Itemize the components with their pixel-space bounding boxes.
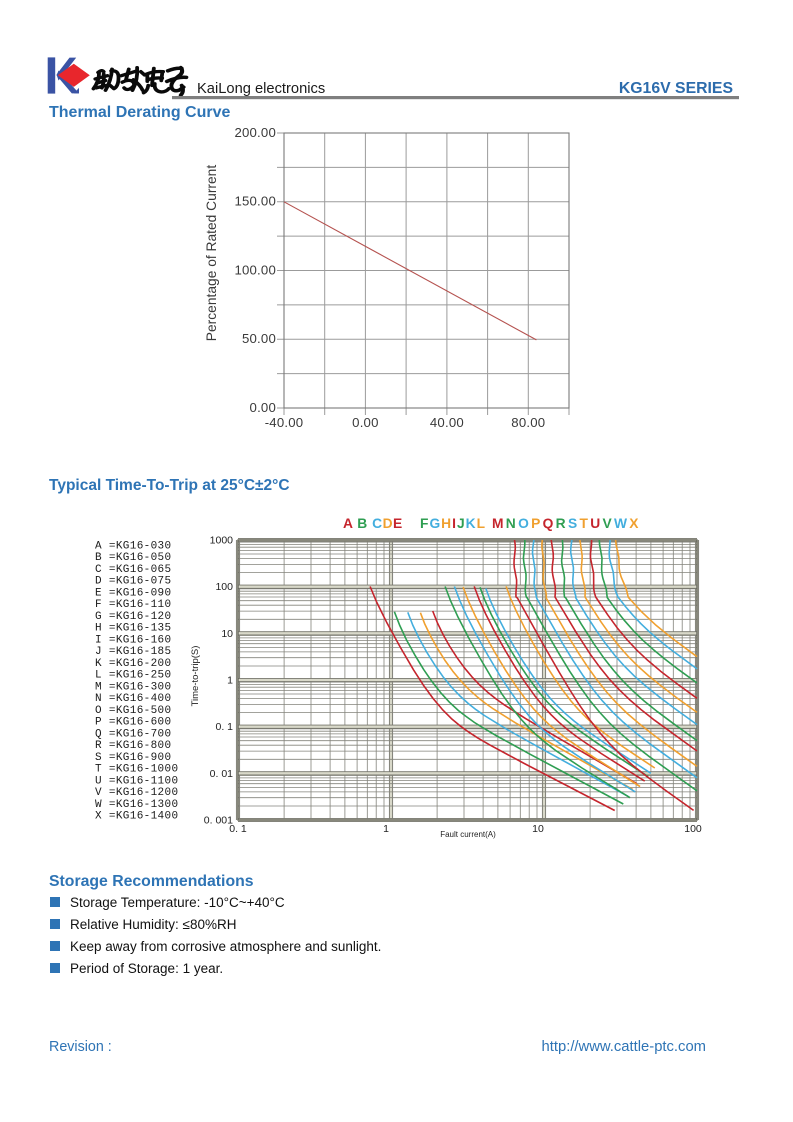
svg-text:150.00: 150.00 (234, 194, 276, 209)
svg-text:http://www.cattle-ptc.com: http://www.cattle-ptc.com (542, 1039, 706, 1055)
svg-text:100: 100 (684, 823, 702, 835)
svg-text:10: 10 (221, 628, 233, 640)
svg-text:10: 10 (532, 823, 544, 835)
svg-text:O =KG16-500: O =KG16-500 (95, 705, 171, 717)
svg-text:Thermal Derating Curve: Thermal Derating Curve (49, 104, 230, 121)
svg-text:Period of Storage: 1 year.: Period of Storage: 1 year. (70, 961, 223, 976)
svg-text:K =KG16-200: K =KG16-200 (95, 658, 171, 670)
svg-text:FGHIJKL: FGHIJKL (420, 516, 486, 531)
svg-text:D =KG16-075: D =KG16-075 (95, 576, 171, 588)
svg-text:200.00: 200.00 (234, 125, 276, 140)
svg-text:-40.00: -40.00 (265, 415, 304, 430)
svg-text:I =KG16-160: I =KG16-160 (95, 634, 171, 646)
svg-text:Revision :: Revision : (49, 1039, 112, 1055)
svg-text:0.00: 0.00 (250, 400, 276, 415)
svg-text:MNOPQRSTUVWX: MNOPQRSTUVWX (492, 516, 641, 531)
svg-text:G =KG16-120: G =KG16-120 (95, 611, 171, 623)
svg-text:Typical Time-To-Trip at 25°C±2: Typical Time-To-Trip at 25°C±2°C (49, 477, 290, 494)
svg-text:Storage Temperature: -10°C~+40: Storage Temperature: -10°C~+40°C (70, 895, 285, 910)
svg-text:Keep away from corrosive atmos: Keep away from corrosive atmosphere and … (70, 939, 381, 954)
svg-text:E =KG16-090: E =KG16-090 (95, 588, 171, 600)
svg-text:R =KG16-800: R =KG16-800 (95, 740, 171, 752)
svg-text:Percentage of Rated Current: Percentage of Rated Current (204, 165, 219, 342)
svg-text:C =KG16-065: C =KG16-065 (95, 564, 171, 576)
svg-text:H =KG16-135: H =KG16-135 (95, 623, 171, 635)
svg-text:P =KG16-600: P =KG16-600 (95, 717, 171, 729)
svg-text:KG16V SERIES: KG16V SERIES (619, 80, 733, 97)
svg-text:Q =KG16-700: Q =KG16-700 (95, 728, 171, 740)
svg-text:Relative Humidity: ≤80%RH: Relative Humidity: ≤80%RH (70, 917, 236, 932)
svg-text:0. 1: 0. 1 (215, 721, 233, 733)
svg-text:0. 1: 0. 1 (229, 823, 247, 835)
svg-text:M =KG16-300: M =KG16-300 (95, 681, 171, 693)
svg-text:Fault current(A): Fault current(A) (440, 830, 496, 839)
svg-text:L =KG16-250: L =KG16-250 (95, 670, 171, 682)
svg-text:A B CDE: A B CDE (343, 516, 403, 531)
svg-text:KaiLong electronics: KaiLong electronics (197, 81, 325, 97)
svg-text:V =KG16-1200: V =KG16-1200 (95, 787, 178, 799)
svg-text:W =KG16-1300: W =KG16-1300 (95, 799, 178, 811)
svg-text:J =KG16-185: J =KG16-185 (95, 646, 171, 658)
svg-text:0. 01: 0. 01 (210, 768, 234, 780)
svg-text:1000: 1000 (210, 535, 234, 547)
svg-text:F =KG16-110: F =KG16-110 (95, 599, 171, 611)
svg-text:40.00: 40.00 (430, 415, 464, 430)
svg-text:100: 100 (215, 581, 233, 593)
svg-text:U =KG16-1100: U =KG16-1100 (95, 775, 178, 787)
svg-text:100.00: 100.00 (234, 262, 276, 277)
svg-text:0. 001: 0. 001 (204, 815, 233, 827)
svg-text:N =KG16-400: N =KG16-400 (95, 693, 171, 705)
svg-text:Storage Recommendations: Storage Recommendations (49, 873, 254, 890)
svg-text:50.00: 50.00 (242, 331, 276, 346)
svg-text:T =KG16-1000: T =KG16-1000 (95, 764, 178, 776)
svg-text:X =KG16-1400: X =KG16-1400 (95, 811, 178, 823)
svg-text:1: 1 (383, 823, 389, 835)
svg-text:1: 1 (227, 675, 233, 687)
svg-text:Time-to-trip(S): Time-to-trip(S) (190, 646, 201, 707)
svg-text:0.00: 0.00 (352, 415, 378, 430)
svg-text:B =KG16-050: B =KG16-050 (95, 552, 171, 564)
svg-text:A =KG16-030: A =KG16-030 (95, 541, 171, 553)
svg-text:80.00: 80.00 (511, 415, 545, 430)
svg-text:S =KG16-900: S =KG16-900 (95, 752, 171, 764)
